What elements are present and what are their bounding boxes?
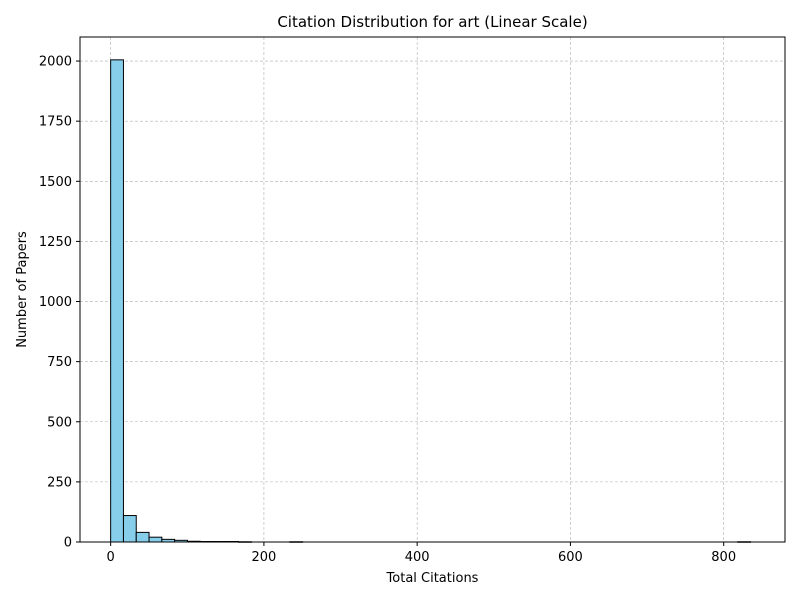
y-tick-label-1: 250 [47, 475, 72, 490]
y-tick-label-7: 1750 [39, 115, 72, 130]
y-tick-label-2: 500 [47, 415, 72, 430]
x-tick-label-1: 200 [251, 550, 276, 565]
bars-layer [110, 59, 752, 543]
ticks-layer: 0 200 400 600 800 0 250 500 750 1000 1250 1500 1750 2… [39, 55, 736, 565]
y-axis-label: Number of Papers [15, 231, 30, 348]
histogram-bar-2 [135, 531, 150, 543]
x-tick-label-3: 600 [558, 550, 583, 565]
chart-title: Citation Distribution for art (Linear Sc… [277, 13, 587, 31]
histogram-bar-0 [110, 59, 124, 543]
histogram-bar-1 [122, 515, 137, 543]
histogram-bar-3 [148, 536, 163, 543]
x-tick-label-4: 800 [711, 550, 736, 565]
x-axis-label: Total Citations [386, 571, 479, 586]
y-tick-label-4: 1000 [39, 295, 72, 310]
x-tick-label-2: 400 [405, 550, 430, 565]
x-tick-label-0: 0 [107, 550, 115, 565]
y-tick-label-6: 1500 [39, 175, 72, 190]
y-tick-label-5: 1250 [39, 235, 72, 250]
y-tick-label-3: 750 [47, 355, 72, 370]
y-tick-label-0: 0 [64, 536, 72, 551]
y-tick-label-8: 2000 [39, 55, 72, 70]
plot-frame [79, 36, 786, 543]
grid-layer [80, 37, 785, 543]
